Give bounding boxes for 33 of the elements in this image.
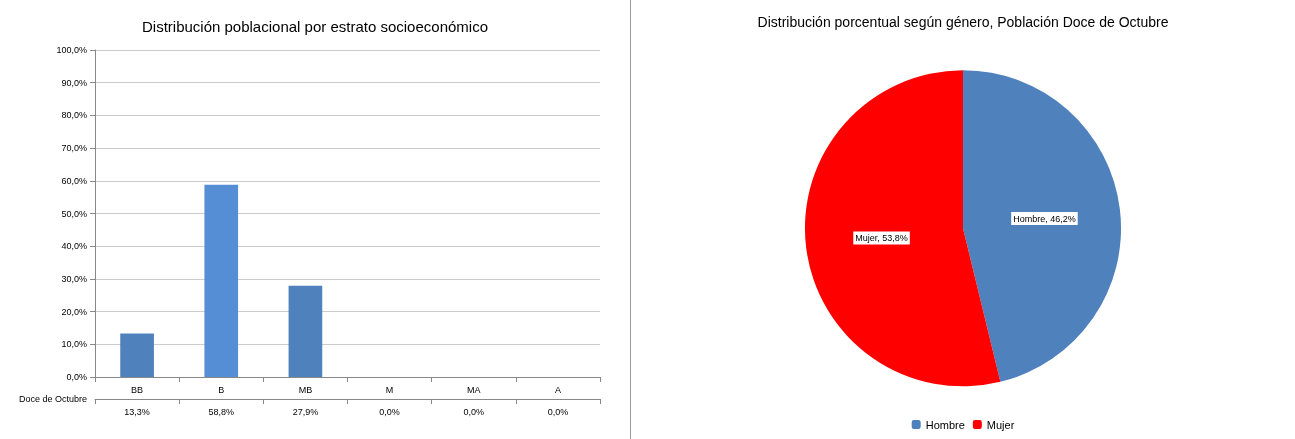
y-tick-label: 40,0% [61,241,87,252]
y-tick-label: 50,0% [61,208,87,219]
bar [288,285,323,377]
legend-label: Mujer [986,418,1015,431]
x-tick-label: B [218,384,225,395]
y-tick-label: 90,0% [61,77,87,88]
y-tick-label: 10,0% [61,339,87,350]
x-tick-label: A [554,384,561,395]
bar [120,333,154,377]
y-tick-label: 0,0% [66,372,87,382]
y-tick-label: 100,0% [56,45,87,55]
y-tick-label: 30,0% [61,273,87,284]
data-label: 58,8% [208,406,235,417]
x-tick-label: MA [467,384,481,395]
y-tick-label: 80,0% [61,110,87,121]
y-tick-label: 70,0% [61,143,87,154]
data-label: 27,9% [292,406,319,417]
x-tick-label: BB [131,384,144,395]
data-label: Hombre, 46,2% [1013,213,1076,224]
data-label: 13,3% [124,406,150,417]
bar [204,184,239,377]
legend-label: Hombre [925,418,965,431]
text: Doce de Octubre [18,394,87,404]
data-label: Mujer, 53,8% [855,233,908,244]
chart-title: Distribución porcentual según género, Población Doce de Octubre [757,14,1169,30]
x-tick-label: MB [298,384,313,395]
y-tick-label: 20,0% [61,306,87,317]
x-tick-label: M [385,384,394,395]
y-tick-label: 60,0% [61,175,87,186]
data-label: 0,0% [547,406,569,417]
chart-title: Distribución poblacional por estrato socioeconómico [141,18,489,35]
data-label: 0,0% [463,406,485,417]
data-label: 0,0% [379,406,400,417]
